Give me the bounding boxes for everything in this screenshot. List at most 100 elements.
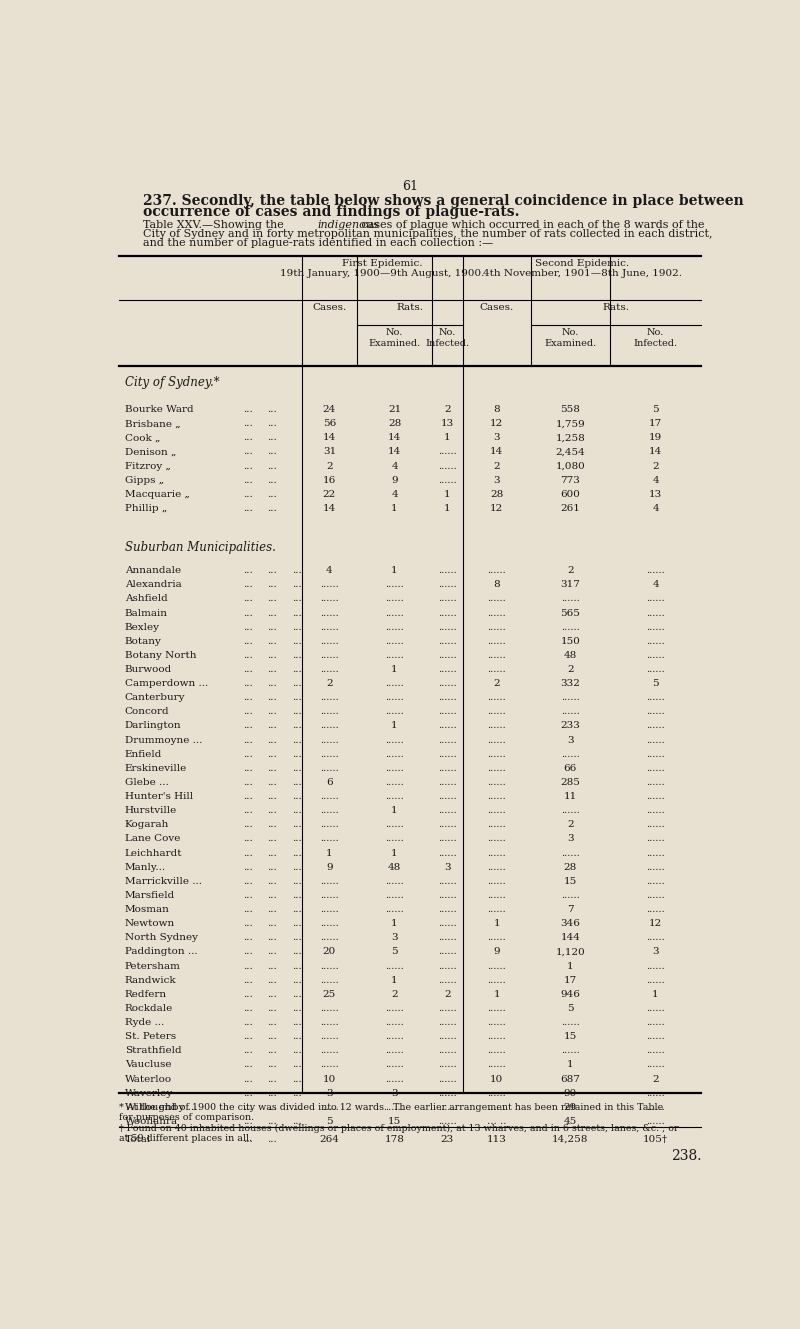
Text: 15: 15 (564, 877, 577, 886)
Text: 3: 3 (391, 1088, 398, 1098)
Text: 1: 1 (652, 990, 659, 999)
Text: ......: ...... (438, 792, 457, 801)
Text: ...: ... (267, 476, 277, 485)
Text: ......: ...... (438, 920, 457, 928)
Text: ...: ... (242, 1135, 252, 1144)
Text: ......: ...... (320, 594, 338, 603)
Text: ...: ... (292, 694, 302, 702)
Text: ...: ... (292, 948, 302, 957)
Text: ...: ... (267, 1075, 277, 1083)
Text: 66: 66 (564, 764, 577, 773)
Text: ...: ... (292, 581, 302, 589)
Text: ...: ... (267, 637, 277, 646)
Text: ...: ... (267, 849, 277, 857)
Text: 1: 1 (391, 566, 398, 575)
Text: 946: 946 (560, 990, 580, 999)
Text: 14: 14 (388, 433, 401, 443)
Text: ......: ...... (438, 890, 457, 900)
Text: Darlington: Darlington (125, 722, 182, 731)
Text: ......: ...... (646, 651, 665, 661)
Text: ......: ...... (320, 792, 338, 801)
Text: ...: ... (242, 835, 252, 844)
Text: 14: 14 (388, 448, 401, 456)
Text: ......: ...... (646, 1003, 665, 1013)
Text: ...: ... (292, 820, 302, 829)
Text: ...: ... (242, 623, 252, 631)
Text: ...: ... (242, 461, 252, 470)
Text: 1: 1 (444, 504, 450, 513)
Text: ...: ... (267, 835, 277, 844)
Text: ...: ... (242, 1003, 252, 1013)
Text: ...: ... (242, 1061, 252, 1070)
Text: ......: ...... (438, 1033, 457, 1041)
Text: ...: ... (292, 849, 302, 857)
Text: ......: ...... (487, 792, 506, 801)
Text: 17: 17 (649, 419, 662, 428)
Text: ......: ...... (320, 609, 338, 618)
Text: ......: ...... (438, 609, 457, 618)
Text: 2: 2 (494, 679, 500, 688)
Text: 4: 4 (391, 490, 398, 498)
Text: ......: ...... (487, 707, 506, 716)
Text: ...: ... (292, 877, 302, 886)
Text: ......: ...... (438, 1103, 457, 1112)
Text: at 59 different places in all.: at 59 different places in all. (118, 1134, 252, 1143)
Text: ......: ...... (320, 1103, 338, 1112)
Text: ......: ...... (438, 651, 457, 661)
Text: ...: ... (267, 707, 277, 716)
Text: ......: ...... (438, 905, 457, 914)
Text: ...: ... (267, 750, 277, 759)
Text: ......: ...... (385, 905, 404, 914)
Text: ......: ...... (438, 849, 457, 857)
Text: 4: 4 (652, 476, 659, 485)
Text: ......: ...... (487, 1061, 506, 1070)
Text: ......: ...... (438, 623, 457, 631)
Text: 317: 317 (560, 581, 580, 589)
Text: ...: ... (242, 807, 252, 815)
Text: ......: ...... (561, 1046, 580, 1055)
Text: occurrence of cases and findings of plague-rats.: occurrence of cases and findings of plag… (143, 205, 520, 218)
Text: ......: ...... (438, 764, 457, 773)
Text: No.
Infected.: No. Infected. (634, 328, 678, 348)
Text: ......: ...... (385, 679, 404, 688)
Text: Camperdown ...: Camperdown ... (125, 679, 208, 688)
Text: ......: ...... (561, 694, 580, 702)
Text: ......: ...... (487, 877, 506, 886)
Text: Woollahra: Woollahra (125, 1116, 178, 1126)
Text: ......: ...... (487, 962, 506, 970)
Text: ...: ... (292, 1088, 302, 1098)
Text: 346: 346 (560, 920, 580, 928)
Text: 13: 13 (649, 490, 662, 498)
Text: 2: 2 (567, 664, 574, 674)
Text: 24: 24 (322, 405, 336, 415)
Text: ...: ... (242, 1018, 252, 1027)
Text: 1: 1 (567, 1061, 574, 1070)
Text: ...: ... (292, 594, 302, 603)
Text: ...: ... (242, 1116, 252, 1126)
Text: ......: ...... (487, 722, 506, 731)
Text: ......: ...... (487, 1018, 506, 1027)
Text: 2: 2 (326, 461, 333, 470)
Text: ...: ... (267, 1103, 277, 1112)
Text: Table XXV.—Showing the: Table XXV.—Showing the (143, 219, 288, 230)
Text: ......: ...... (646, 664, 665, 674)
Text: 14: 14 (322, 433, 336, 443)
Text: ......: ...... (320, 707, 338, 716)
Text: ......: ...... (385, 877, 404, 886)
Text: ......: ...... (385, 623, 404, 631)
Text: ......: ...... (320, 764, 338, 773)
Text: ......: ...... (561, 707, 580, 716)
Text: 2: 2 (567, 820, 574, 829)
Text: ...: ... (242, 877, 252, 886)
Text: Redfern: Redfern (125, 990, 167, 999)
Text: Willoughby ...: Willoughby ... (125, 1103, 197, 1112)
Text: ......: ...... (487, 637, 506, 646)
Text: 3: 3 (567, 835, 574, 844)
Text: Lane Cove: Lane Cove (125, 835, 180, 844)
Text: 45: 45 (564, 1116, 577, 1126)
Text: ...: ... (242, 948, 252, 957)
Text: ...: ... (242, 651, 252, 661)
Text: 29: 29 (564, 1103, 577, 1112)
Text: 5: 5 (652, 679, 659, 688)
Text: ......: ...... (646, 566, 665, 575)
